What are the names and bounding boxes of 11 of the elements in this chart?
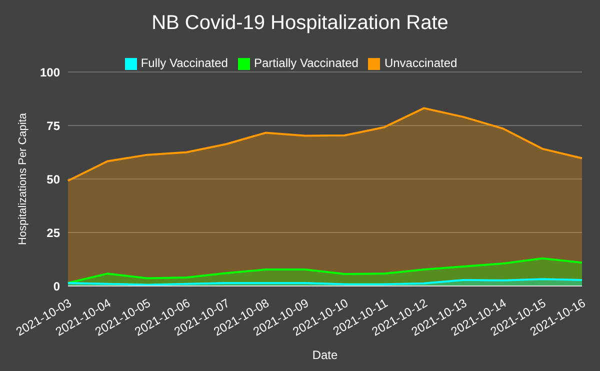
y-tick-label: 100 xyxy=(40,65,60,80)
y-tick-label: 25 xyxy=(46,226,60,240)
legend-label: Partially Vaccinated xyxy=(254,56,358,70)
y-axis-title: Hospitalizations Per Capita xyxy=(16,112,29,246)
y-tick-label: 0 xyxy=(53,279,60,294)
y-tick-label: 75 xyxy=(46,118,60,133)
chart-title: NB Covid-19 Hospitalization Rate xyxy=(150,12,450,35)
legend-label: Unvaccinated xyxy=(384,56,458,70)
legend-label: Fully Vaccinated xyxy=(140,56,228,70)
y-tick-label: 50 xyxy=(46,172,60,186)
x-axis-title: Date xyxy=(312,348,338,362)
